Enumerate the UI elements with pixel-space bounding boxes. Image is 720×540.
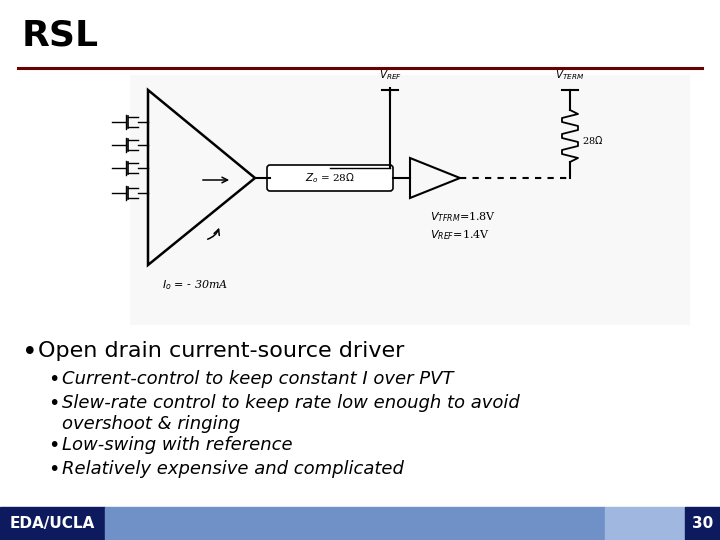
Text: 30: 30 — [692, 516, 713, 531]
Text: •: • — [48, 436, 59, 455]
Text: $V_{TFRM}$=1.8V: $V_{TFRM}$=1.8V — [430, 210, 496, 224]
Text: Slew-rate control to keep rate low enough to avoid
overshoot & ringing: Slew-rate control to keep rate low enoug… — [62, 394, 520, 433]
Text: •: • — [48, 370, 59, 389]
Text: •: • — [48, 460, 59, 479]
Text: •: • — [22, 340, 37, 366]
Text: $V_{REF}$=1.4V: $V_{REF}$=1.4V — [430, 228, 490, 242]
FancyBboxPatch shape — [267, 165, 393, 191]
Text: Open drain current-source driver: Open drain current-source driver — [38, 341, 405, 361]
Bar — [105, 507, 605, 540]
Text: •: • — [48, 394, 59, 413]
Text: EDA/UCLA: EDA/UCLA — [10, 516, 95, 531]
Text: Current-control to keep constant I over PVT: Current-control to keep constant I over … — [62, 370, 454, 388]
Bar — [0, 507, 105, 540]
Text: Low-swing with reference: Low-swing with reference — [62, 436, 292, 454]
Text: $Z_o$ = 28$\Omega$: $Z_o$ = 28$\Omega$ — [305, 171, 355, 185]
Bar — [130, 75, 690, 325]
Text: 28$\Omega$: 28$\Omega$ — [582, 134, 603, 146]
Text: $V_{REF}$: $V_{REF}$ — [379, 68, 402, 82]
Text: $V_{TERM}$: $V_{TERM}$ — [555, 68, 585, 82]
Bar — [605, 507, 685, 540]
Text: RSL: RSL — [22, 18, 99, 52]
Bar — [685, 507, 720, 540]
Text: $I_o$ = - 30mA: $I_o$ = - 30mA — [162, 278, 228, 292]
Text: Relatively expensive and complicated: Relatively expensive and complicated — [62, 460, 404, 478]
